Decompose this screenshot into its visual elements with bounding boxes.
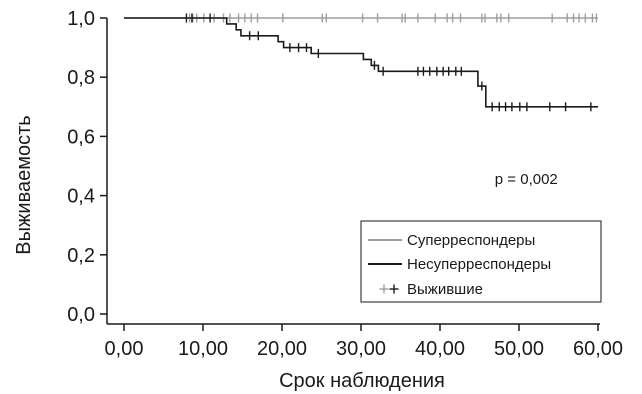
x-tick-label: 0,00: [105, 338, 144, 360]
series-layer: [124, 13, 598, 112]
y-tick-label: 0,2: [67, 245, 95, 267]
y-tick-label: 0,6: [67, 126, 95, 148]
legend-box: [360, 220, 602, 303]
legend-label-superresponders: Суперреспондеры: [407, 232, 535, 249]
y-axis-title: Выживаемость: [13, 115, 35, 254]
x-axis-title: Срок наблюдения: [279, 370, 445, 392]
axes: 0,00 10,00 20,00 30,00 40,00 50,00 60,00 0,00,…: [67, 8, 623, 360]
x-tick-label: 40,00: [415, 338, 465, 360]
legend: Суперреспондеры Несуперреспондеры Выживш…: [360, 220, 602, 303]
y-tick-label: 0,0: [67, 304, 95, 326]
x-tick-label: 10,00: [178, 338, 228, 360]
x-tick-label: 30,00: [336, 338, 386, 360]
x-tick-label: 20,00: [257, 338, 307, 360]
y-tick-label: 0,4: [67, 186, 95, 208]
x-tick-label: 50,00: [494, 338, 544, 360]
y-tick-label: 0,8: [67, 67, 95, 89]
series-line-nonsuperresponders: [124, 17, 598, 108]
legend-label-survivors: Выжившие: [407, 281, 483, 298]
p-value-annotation: p = 0,002: [495, 171, 558, 188]
y-tick-label: 1,0: [67, 8, 95, 30]
x-tick-label: 60,00: [573, 338, 623, 360]
y-ticks: 0,0 0,2 0,4 0,6 0,8 1,0: [67, 8, 107, 326]
series-nonsuperresponders: [124, 13, 598, 112]
legend-censor-marks: [379, 284, 399, 294]
legend-label-nonsuperresponders: Несуперреспондеры: [407, 256, 551, 273]
x-ticks: 0,00 10,00 20,00 30,00 40,00 50,00 60,00: [105, 324, 623, 360]
